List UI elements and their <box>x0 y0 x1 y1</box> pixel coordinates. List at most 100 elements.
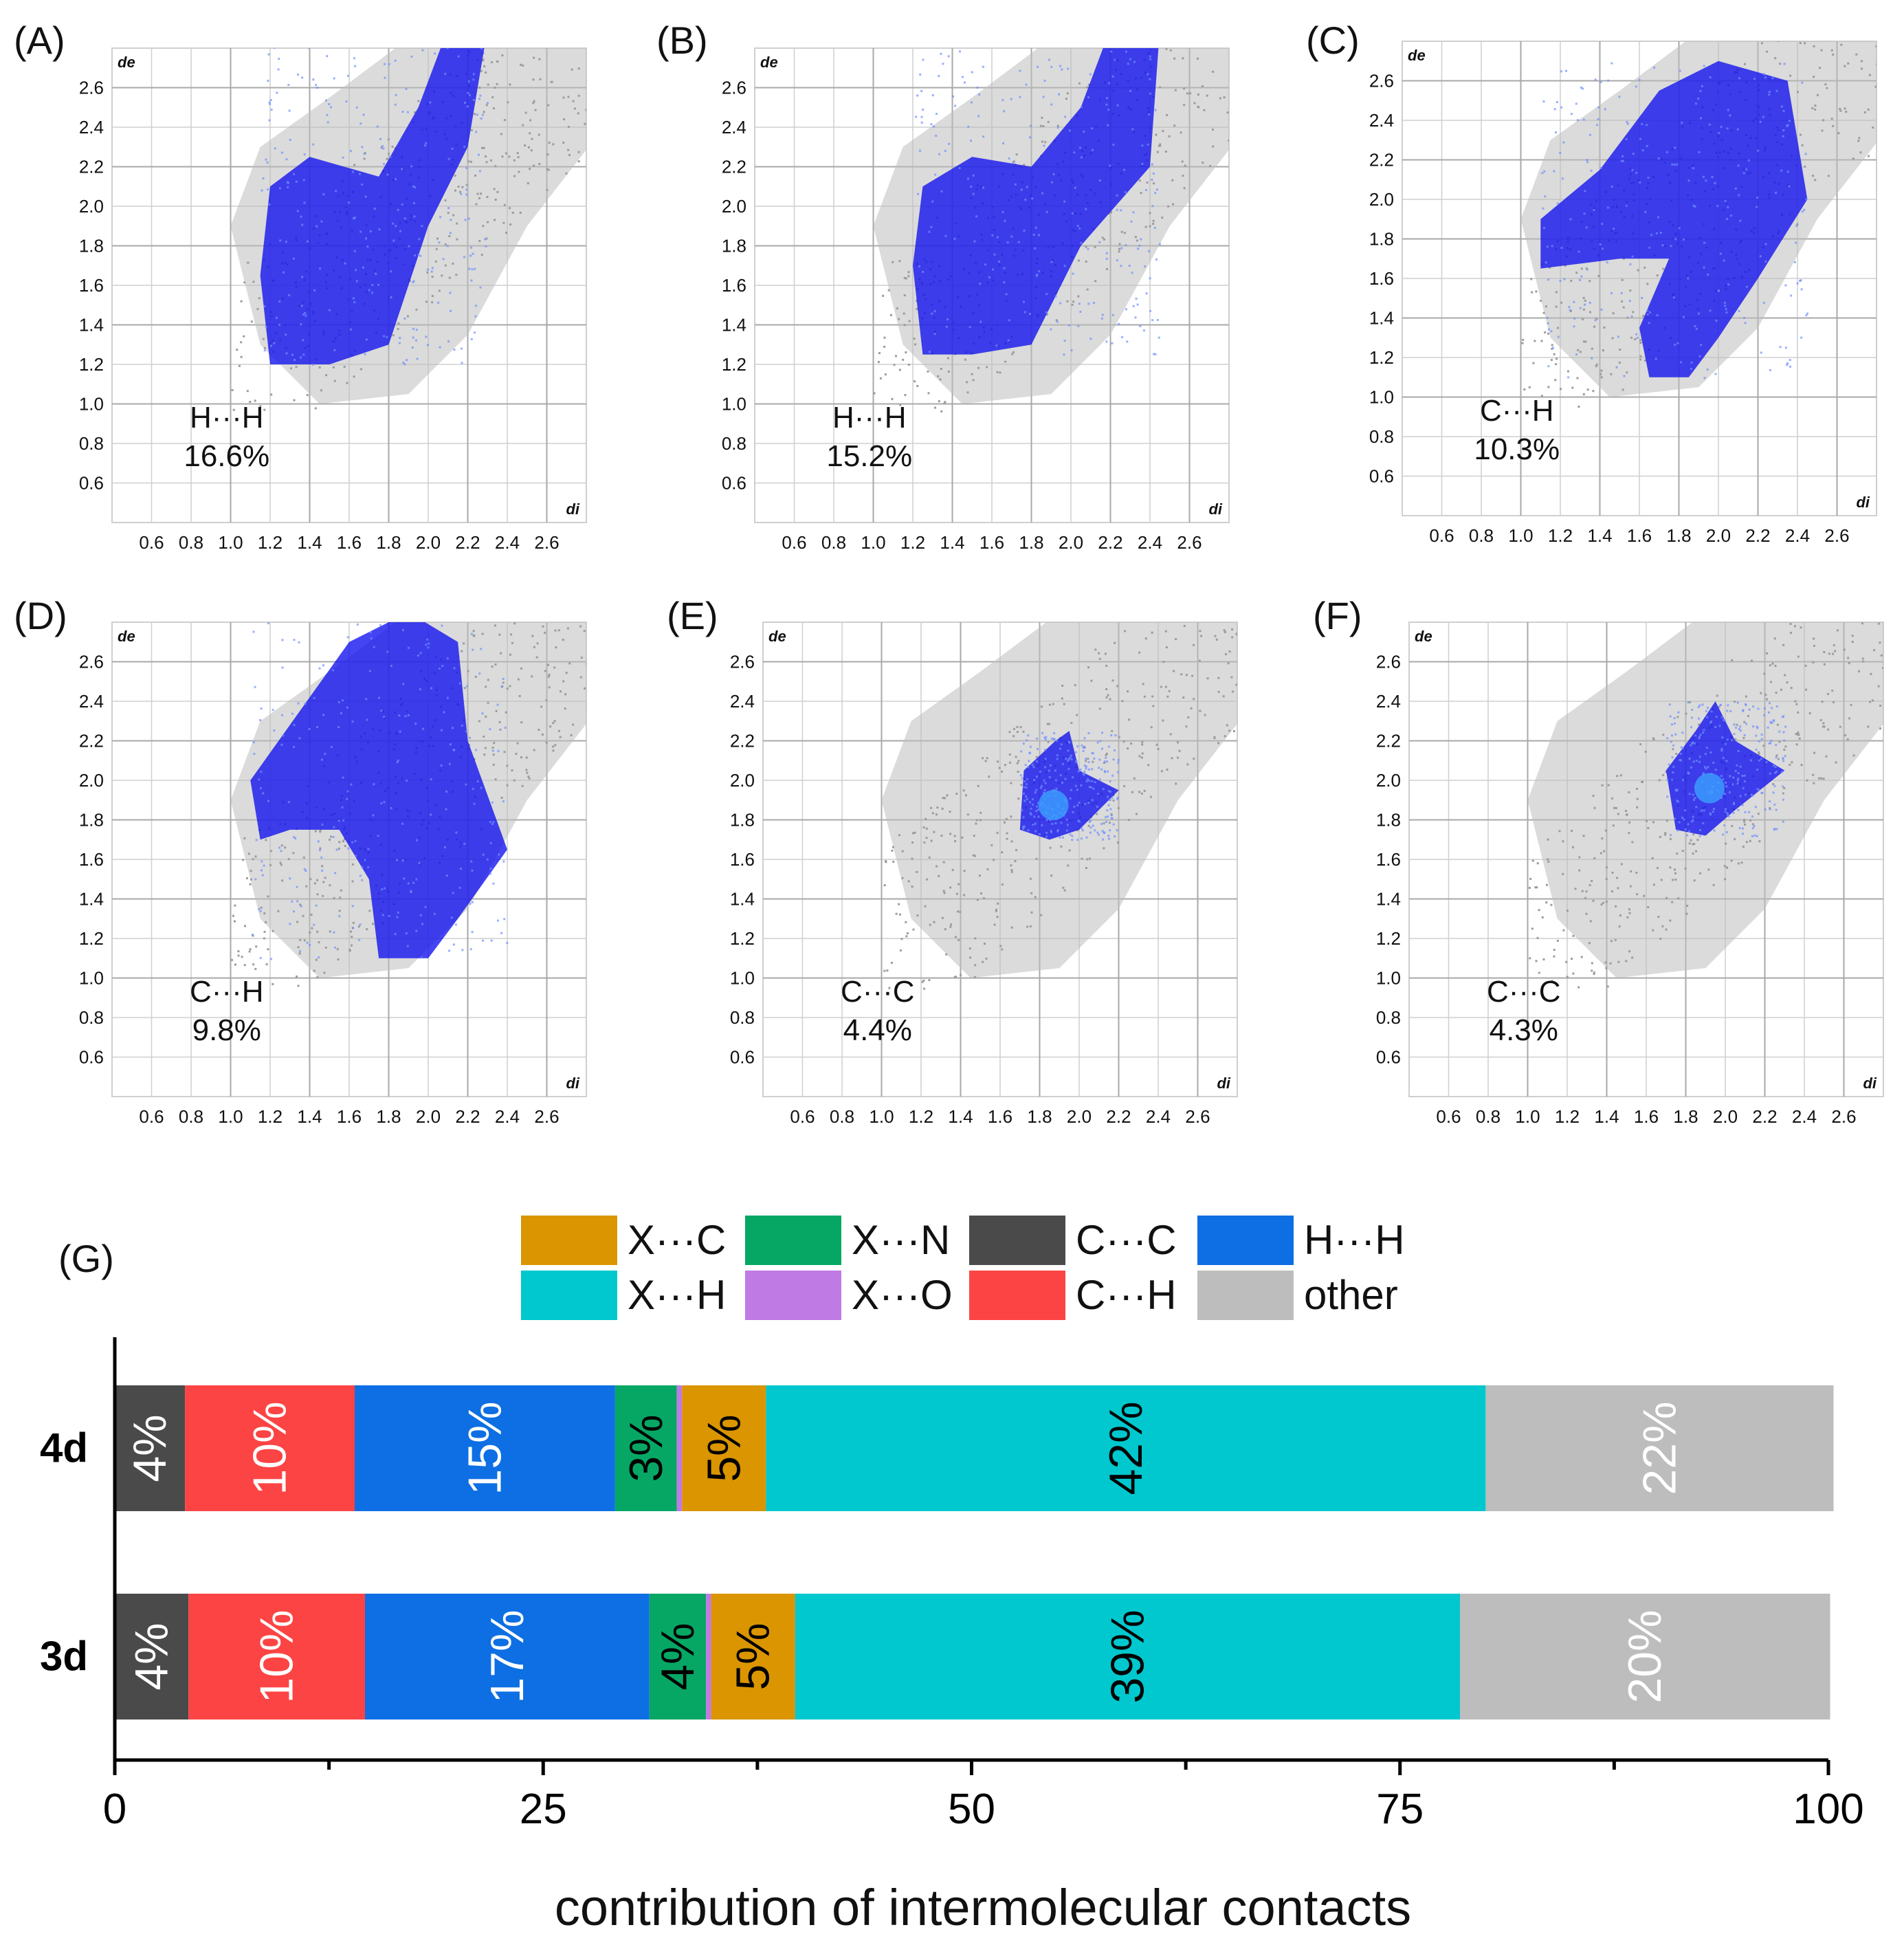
gray-point <box>923 987 926 990</box>
gray-point <box>1881 76 1883 78</box>
highlight-point <box>1140 238 1142 241</box>
highlight-point <box>298 641 300 644</box>
highlight-point <box>471 931 474 934</box>
highlight-point <box>1041 192 1043 195</box>
highlight-point <box>1049 819 1052 821</box>
highlight-point <box>1036 737 1039 740</box>
legend-item: X···C <box>521 1216 726 1265</box>
highlight-point <box>1024 764 1027 767</box>
gray-point <box>1879 727 1881 730</box>
plot-area <box>1520 41 1883 408</box>
highlight-point <box>431 267 434 270</box>
highlight-point <box>1775 828 1778 831</box>
gray-point <box>522 124 524 127</box>
panel-label: (A) <box>14 19 65 62</box>
highlight-point <box>1679 759 1681 761</box>
highlight-point <box>302 339 305 342</box>
gray-point <box>265 839 267 842</box>
highlight-point <box>947 318 949 320</box>
highlight-point <box>1070 754 1072 757</box>
gray-point <box>577 67 580 70</box>
gray-point <box>236 349 239 351</box>
bar-segment <box>115 1385 186 1511</box>
gray-point <box>1103 822 1105 824</box>
highlight-point <box>1041 784 1043 787</box>
gray-point <box>1531 927 1534 930</box>
highlight-point <box>1067 767 1070 770</box>
gray-point <box>1041 116 1043 119</box>
y-tick-label: 1.2 <box>79 928 104 949</box>
legend-label: X···N <box>852 1217 950 1263</box>
gray-point <box>1547 838 1549 841</box>
highlight-point <box>1703 729 1705 732</box>
gray-point <box>1848 717 1851 720</box>
gray-point <box>1149 225 1151 228</box>
highlight-point <box>1038 270 1041 273</box>
gray-point <box>944 797 947 800</box>
highlight-point <box>386 613 388 615</box>
gray-point <box>503 204 506 206</box>
gray-point <box>1571 386 1574 389</box>
stacked-bar-chart: (G)4% 10% 15% 3% 5% 42% 22%4d4% 10% 17% 4% 5% 39% 20… <box>40 1216 1864 1936</box>
gray-point <box>1773 637 1776 640</box>
bar-value-label: 15% <box>459 1401 511 1495</box>
gray-point <box>1138 791 1140 793</box>
highlight-point <box>1782 135 1784 138</box>
highlight-point <box>1693 799 1695 801</box>
gray-point <box>1725 866 1728 869</box>
y-tick-label: 0.6 <box>730 1047 755 1068</box>
highlight-point <box>1087 802 1090 804</box>
gray-point <box>1628 950 1631 953</box>
gray-point <box>1813 76 1815 78</box>
highlight-point <box>1092 787 1095 790</box>
gray-point <box>1251 685 1253 688</box>
bar-segment <box>706 1594 711 1719</box>
highlight-point <box>364 195 367 198</box>
gray-point <box>397 328 399 330</box>
highlight-point <box>301 276 304 278</box>
gray-point <box>541 733 544 736</box>
gray-point <box>1635 872 1638 874</box>
highlight-point <box>1706 369 1709 371</box>
highlight-point <box>294 837 297 839</box>
gray-point <box>547 604 549 606</box>
highlight-point <box>1563 278 1566 281</box>
highlight-point <box>1106 760 1109 763</box>
highlight-point <box>377 283 379 286</box>
highlight-point <box>345 100 348 103</box>
gray-point <box>1138 651 1141 654</box>
gray-point <box>1600 369 1603 372</box>
gray-point <box>1547 860 1550 863</box>
highlight-point <box>472 73 475 76</box>
bar-value-label: 3% <box>620 1414 672 1482</box>
gray-point <box>1152 705 1155 707</box>
highlight-point <box>1723 793 1726 795</box>
gray-point <box>553 610 555 612</box>
highlight-point <box>973 240 976 243</box>
highlight-point <box>424 144 426 147</box>
highlight-point <box>1111 796 1114 799</box>
gray-point <box>231 388 234 391</box>
gray-point <box>1800 764 1803 767</box>
gray-point <box>531 675 533 678</box>
bar-segment <box>676 1385 683 1511</box>
x-tick-label: 1.0 <box>861 532 885 553</box>
gray-point <box>1597 275 1600 277</box>
highlight-point <box>390 270 392 273</box>
gray-point <box>1813 782 1815 784</box>
highlight-point <box>1025 787 1028 789</box>
highlight-point <box>363 153 366 155</box>
highlight-point <box>358 173 361 175</box>
highlight-point <box>373 646 375 648</box>
highlight-point <box>1044 758 1047 760</box>
highlight-point <box>1026 739 1028 742</box>
highlight-point <box>1781 771 1783 773</box>
gray-point <box>232 914 234 917</box>
highlight-point <box>406 945 409 947</box>
gray-point <box>963 894 966 897</box>
gray-point <box>529 132 531 135</box>
highlight-point <box>1089 831 1092 834</box>
gray-point <box>1160 685 1162 688</box>
y-tick-label: 1.6 <box>1376 849 1401 870</box>
highlight-point <box>1036 805 1039 808</box>
